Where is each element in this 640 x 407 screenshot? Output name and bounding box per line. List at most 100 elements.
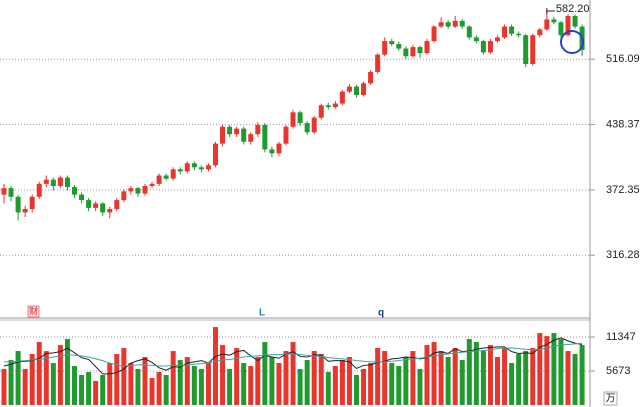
volume-bar (565, 351, 571, 405)
volume-bar (72, 366, 77, 405)
volume-bar (255, 357, 261, 405)
candle-body (184, 163, 190, 172)
volume-bar (558, 339, 564, 405)
volume-bar (43, 351, 49, 405)
candle-body (22, 209, 28, 213)
marker-box (27, 305, 40, 318)
candle-body (64, 177, 70, 188)
volume-bar (551, 333, 557, 405)
candle-body (396, 44, 402, 49)
volume-bar (417, 369, 423, 405)
candle-body (213, 143, 218, 166)
volume-bar (128, 363, 134, 405)
volume-bar (544, 336, 550, 405)
candle-body (191, 163, 197, 168)
candle-body (269, 149, 275, 154)
volume-bar (382, 351, 388, 405)
volume-bar (445, 357, 451, 405)
volume-bar (191, 366, 197, 405)
candle-body (128, 188, 134, 192)
candle-body (29, 196, 35, 210)
candle-body (255, 124, 261, 135)
volume-bar (459, 360, 465, 405)
volume-bar (431, 342, 437, 405)
volume-bar (304, 360, 310, 405)
candle-body (72, 187, 77, 195)
volume-bar (579, 345, 585, 405)
candle-body (346, 86, 352, 92)
volume-bar (29, 354, 35, 405)
volume-bar (8, 360, 14, 405)
volume-bar (114, 354, 120, 405)
volume-bar (227, 369, 233, 405)
candle-body (445, 22, 451, 27)
marker: q (378, 308, 384, 319)
volume-bar (156, 372, 162, 405)
marker: 财 (29, 305, 38, 316)
moving-average-line (4, 342, 583, 367)
candle-body (339, 91, 345, 104)
candle-body (36, 183, 42, 197)
candle-body (177, 169, 183, 172)
volume-bar (339, 360, 345, 405)
volume-bar (424, 345, 430, 405)
y-tick-label: 438.37 (606, 118, 640, 130)
candle-body (424, 41, 430, 54)
volume-bar (318, 354, 324, 405)
volume-bar (121, 348, 127, 405)
volume-bar (283, 351, 289, 405)
volume-bar (290, 342, 296, 405)
candle-body (142, 186, 148, 194)
volume-bar (269, 357, 275, 405)
volume-bar (177, 360, 183, 405)
candle-body (382, 41, 388, 55)
candle-body (170, 169, 176, 179)
candle-body (304, 123, 310, 133)
volume-bar (375, 348, 381, 405)
candle-body (149, 183, 155, 187)
candle-body (248, 134, 254, 142)
candle-body (417, 47, 423, 54)
candle-body (86, 200, 92, 208)
volume-bar (354, 375, 359, 405)
candle-body (121, 191, 127, 201)
marker: L (259, 308, 265, 319)
unit-label: 万 (606, 394, 616, 405)
candle-body (530, 35, 536, 64)
volume-bar (480, 351, 486, 405)
volume-bar (213, 327, 218, 405)
volume-bar (205, 363, 211, 405)
candle-body (156, 175, 162, 184)
candle-body (325, 105, 331, 108)
candle-body (502, 26, 508, 38)
candle-body (332, 103, 338, 108)
volume-bar (15, 351, 21, 405)
candle-body (544, 19, 550, 30)
volume-bar (410, 351, 416, 405)
volume-bar (142, 357, 148, 405)
candle-body (50, 179, 56, 187)
volume-bar (93, 381, 99, 405)
candle-body (431, 26, 437, 42)
candle-body (361, 83, 367, 95)
volume-bar (368, 363, 374, 405)
candle-body (311, 117, 317, 133)
volume-bar (184, 357, 190, 405)
volume-bar (516, 354, 522, 405)
candle-body (241, 128, 247, 142)
candle-body (480, 41, 486, 53)
candle-body (410, 47, 416, 57)
candle-body (565, 15, 571, 36)
candle-body (459, 20, 465, 27)
candle-body (375, 54, 381, 72)
volume-bar (389, 363, 395, 405)
volume-bar (50, 363, 56, 405)
volume-bar (57, 345, 63, 405)
volume-bar (107, 363, 113, 405)
candle-body (466, 26, 472, 38)
candle-body (368, 71, 374, 84)
y-tick-label: 5673 (606, 365, 630, 377)
volume-bar (100, 375, 106, 405)
volume-bar (135, 369, 141, 405)
volume-bar (530, 348, 536, 405)
